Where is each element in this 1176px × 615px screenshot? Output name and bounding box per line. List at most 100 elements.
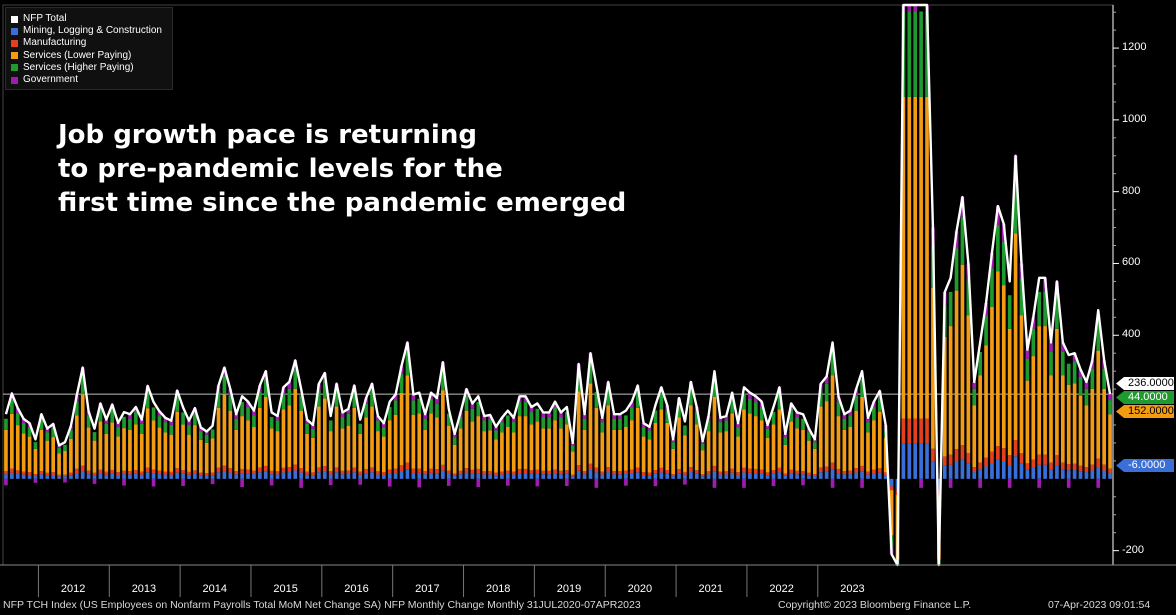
bar-segment	[771, 473, 776, 479]
bar-segment	[322, 380, 327, 399]
bar-segment	[1096, 321, 1101, 351]
bar-segment	[529, 412, 534, 425]
bar-segment	[842, 474, 847, 479]
bar-segment	[671, 448, 675, 475]
bar-segment	[523, 416, 528, 469]
bar-segment	[15, 473, 20, 479]
bar-segment	[116, 426, 120, 437]
nfp-total-line	[4, 3, 1112, 567]
bar-segment	[122, 416, 126, 429]
bar-segment	[1072, 383, 1077, 464]
bar-segment	[683, 478, 687, 485]
bar-segment	[1090, 388, 1095, 465]
bar-segment	[718, 417, 723, 423]
bar-segment	[494, 430, 498, 440]
bar-segment	[612, 429, 616, 472]
bar-segment	[606, 472, 611, 479]
bar-segment	[470, 473, 475, 479]
bar-segment	[1066, 384, 1071, 464]
bar-segment	[157, 474, 162, 479]
bar-segment	[423, 471, 427, 475]
bar-segment	[287, 472, 292, 479]
bar-segment	[854, 395, 858, 411]
bar-segment	[381, 472, 386, 475]
bar-segment	[683, 474, 687, 479]
bar-segment	[830, 469, 835, 479]
bar-segment	[712, 471, 717, 479]
bar-segment	[15, 413, 20, 426]
bar-segment	[358, 423, 363, 434]
bar-segment	[535, 469, 540, 474]
bar-segment	[21, 474, 26, 479]
bar-segment	[328, 478, 333, 486]
bar-segment	[842, 471, 847, 475]
bar-segment	[866, 422, 870, 433]
bar-segment	[346, 425, 351, 471]
bar-segment	[411, 400, 416, 415]
bar-segment	[1072, 463, 1077, 471]
bar-segment	[966, 463, 971, 479]
bar-segment	[618, 414, 622, 419]
y-tick-label: 800	[1122, 184, 1141, 197]
bar-segment	[86, 427, 91, 471]
bar-segment	[287, 388, 292, 406]
bar-segment	[452, 473, 457, 476]
bar-segment	[936, 478, 941, 490]
bar-segment	[405, 469, 410, 479]
bar-segment	[842, 414, 847, 419]
bar-segment	[216, 392, 221, 408]
bar-segment	[671, 439, 675, 443]
bar-segment	[511, 417, 516, 423]
bar-segment	[441, 370, 445, 391]
bar-segment	[936, 489, 941, 495]
bar-segment	[334, 406, 339, 468]
bar-segment	[1031, 356, 1036, 460]
bar-segment	[984, 457, 988, 467]
bar-segment	[228, 395, 233, 411]
bar-segment	[1066, 363, 1071, 385]
bar-segment	[942, 465, 947, 479]
bar-segment	[689, 388, 693, 406]
bar-segment	[281, 409, 286, 468]
bar-segment	[813, 442, 817, 449]
bar-segment	[606, 405, 611, 468]
bar-segment	[1001, 448, 1006, 461]
bar-segment	[724, 471, 729, 475]
bar-segment	[246, 420, 250, 470]
bar-segment	[198, 439, 203, 473]
bar-segment	[1084, 381, 1089, 389]
bar-segment	[547, 474, 551, 479]
bar-segment	[990, 306, 994, 452]
bar-segment	[541, 474, 546, 479]
bar-segment	[317, 472, 321, 479]
bar-segment	[582, 471, 587, 475]
bar-segment	[753, 396, 758, 403]
bar-segment	[311, 425, 315, 429]
bar-segment	[570, 476, 575, 479]
bar-segment	[293, 470, 298, 479]
bar-segment	[1025, 463, 1030, 470]
bar-segment	[464, 472, 469, 479]
bar-segment	[134, 470, 138, 474]
bar-segment	[417, 398, 422, 414]
bar-segment	[269, 474, 274, 479]
x-tick-label: 2023	[840, 583, 865, 595]
bar-segment	[629, 469, 634, 474]
bar-segment	[618, 429, 622, 472]
bar-segment	[582, 414, 587, 419]
bar-segment	[393, 414, 398, 469]
bar-segment	[996, 271, 1000, 447]
bar-segment	[269, 428, 274, 471]
x-tick-label: 2013	[131, 583, 157, 595]
bar-segment	[246, 469, 250, 474]
bar-segment	[942, 456, 947, 466]
bar-segment	[299, 468, 303, 473]
legend-item-services-higher: Services (Higher Paying)	[11, 62, 172, 74]
bar-segment	[134, 473, 138, 479]
legend-item-manufacturing: Manufacturing	[11, 37, 172, 49]
bar-segment	[476, 468, 481, 474]
bar-segment	[842, 418, 847, 430]
bar-segment	[1013, 178, 1018, 234]
bar-segment	[45, 472, 50, 476]
bar-segment	[1060, 342, 1065, 352]
